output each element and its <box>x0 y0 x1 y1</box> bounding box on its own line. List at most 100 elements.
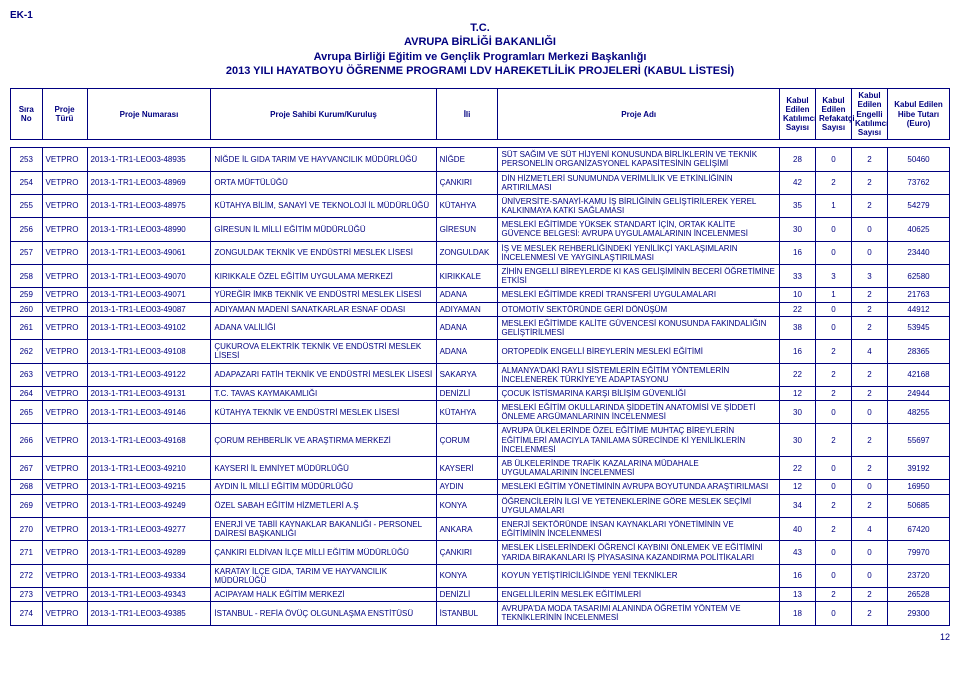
table-cell: 0 <box>851 541 887 564</box>
table-cell: 272 <box>11 564 43 587</box>
table-cell: KONYA <box>436 564 498 587</box>
table-cell: 0 <box>851 218 887 241</box>
table-cell: 2 <box>851 602 887 625</box>
table-cell: ENERJİ VE TABİİ KAYNAKLAR BAKANLIĞI - PE… <box>211 517 436 540</box>
table-cell: 2 <box>815 171 851 194</box>
table-cell: NİĞDE <box>436 148 498 171</box>
table-cell: 22 <box>779 302 815 316</box>
table-cell: 40 <box>779 517 815 540</box>
table-cell: DİN HİZMETLERİ SUNUMUNDA VERİMLİLİK VE E… <box>498 171 779 194</box>
table-cell: 23720 <box>888 564 950 587</box>
table-cell: 0 <box>851 241 887 264</box>
table-cell: 2013-1-TR1-LEO03-49131 <box>87 386 211 400</box>
table-cell: ZİHİN ENGELLİ BİREYLERDE KI KAS GELİŞİMİ… <box>498 265 779 288</box>
table-cell: 2 <box>851 148 887 171</box>
table-row: 258VETPRO2013-1-TR1-LEO03-49070KIRIKKALE… <box>11 265 950 288</box>
table-cell: 0 <box>851 401 887 424</box>
table-cell: 28365 <box>888 340 950 363</box>
table-cell: 0 <box>815 218 851 241</box>
table-cell: 12 <box>779 480 815 494</box>
table-cell: 2 <box>851 194 887 217</box>
table-cell: 44912 <box>888 302 950 316</box>
table-cell: 2013-1-TR1-LEO03-49108 <box>87 340 211 363</box>
table-cell: ADANA <box>436 340 498 363</box>
table-cell: 62580 <box>888 265 950 288</box>
table-cell: 42168 <box>888 363 950 386</box>
table-cell: VETPRO <box>42 564 87 587</box>
table-cell: 28 <box>779 148 815 171</box>
table-cell: OTOMOTİV SEKTÖRÜNDE GERİ DÖNÜŞÜM <box>498 302 779 316</box>
table-cell: GİRESUN İL MİLLİ EĞİTİM MÜDÜRLÜĞÜ <box>211 218 436 241</box>
table-cell: 48255 <box>888 401 950 424</box>
table-row: 269VETPRO2013-1-TR1-LEO03-49249ÖZEL SABA… <box>11 494 950 517</box>
table-row: 266VETPRO2013-1-TR1-LEO03-49168ÇORUM REH… <box>11 424 950 457</box>
table-cell: VETPRO <box>42 517 87 540</box>
table-row: 257VETPRO2013-1-TR1-LEO03-49061ZONGULDAK… <box>11 241 950 264</box>
table-cell: 253 <box>11 148 43 171</box>
table-cell: VETPRO <box>42 363 87 386</box>
table-row: 261VETPRO2013-1-TR1-LEO03-49102ADANA VAL… <box>11 316 950 339</box>
table-cell: 2013-1-TR1-LEO03-49087 <box>87 302 211 316</box>
table-row: 262VETPRO2013-1-TR1-LEO03-49108ÇUKUROVA … <box>11 340 950 363</box>
table-cell: 0 <box>815 602 851 625</box>
table-cell: 0 <box>815 564 851 587</box>
table-cell: 34 <box>779 494 815 517</box>
table-cell: ADIYAMAN <box>436 302 498 316</box>
table-cell: AYDIN İL MİLLİ EĞİTİM MÜDÜRLÜĞÜ <box>211 480 436 494</box>
table-cell: YÜREĞİR İMKB TEKNİK VE ENDÜSTRİ MESLEK L… <box>211 288 436 302</box>
col-proje-turu: Proje Türü <box>42 89 87 140</box>
table-cell: 2 <box>851 588 887 602</box>
table-cell: ÖZEL SABAH EĞİTİM HİZMETLERİ A.Ş <box>211 494 436 517</box>
table-cell: 2 <box>851 171 887 194</box>
table-cell: ADAPAZARI FATİH TEKNİK VE ENDÜSTRİ MESLE… <box>211 363 436 386</box>
header-line2: AVRUPA BİRLİĞİ BAKANLIĞI <box>10 35 950 49</box>
table-cell: 0 <box>815 148 851 171</box>
table-cell: 2 <box>851 386 887 400</box>
table-cell: VETPRO <box>42 386 87 400</box>
table-cell: 2013-1-TR1-LEO03-49122 <box>87 363 211 386</box>
table-cell: 30 <box>779 218 815 241</box>
table-cell: KOYUN YETİŞTİRİCİLİĞİNDE YENİ TEKNİKLER <box>498 564 779 587</box>
table-cell: 29300 <box>888 602 950 625</box>
table-row: 263VETPRO2013-1-TR1-LEO03-49122ADAPAZARI… <box>11 363 950 386</box>
table-cell: 2 <box>851 302 887 316</box>
table-cell: 4 <box>851 340 887 363</box>
table-cell: DENİZLİ <box>436 588 498 602</box>
table-cell: 24944 <box>888 386 950 400</box>
table-cell: 0 <box>815 302 851 316</box>
table-cell: 254 <box>11 171 43 194</box>
table-cell: 4 <box>851 517 887 540</box>
table-cell: İSTANBUL - REFİA ÖVÜÇ OLGUNLAŞMA ENSTİTÜ… <box>211 602 436 625</box>
table-cell: 26528 <box>888 588 950 602</box>
col-katilimci: Kabul Edilen Katılımcı Sayısı <box>779 89 815 140</box>
table-cell: AB ÜLKELERİNDE TRAFİK KAZALARINA MÜDAHAL… <box>498 457 779 480</box>
table-cell: ÇUKUROVA ELEKTRİK TEKNİK VE ENDÜSTRİ MES… <box>211 340 436 363</box>
table-cell: VETPRO <box>42 541 87 564</box>
table-cell: 3 <box>851 265 887 288</box>
table-cell: ÜNİVERSİTE-SANAYİ-KAMU İŞ BİRLİĞİNİN GEL… <box>498 194 779 217</box>
table-cell: 2013-1-TR1-LEO03-49249 <box>87 494 211 517</box>
table-cell: ÇORUM REHBERLİK VE ARAŞTIRMA MERKEZİ <box>211 424 436 457</box>
table-cell: 50685 <box>888 494 950 517</box>
table-cell: 16 <box>779 340 815 363</box>
table-cell: T.C. TAVAS KAYMAKAMLIĞI <box>211 386 436 400</box>
table-cell: 2013-1-TR1-LEO03-49102 <box>87 316 211 339</box>
table-cell: 2013-1-TR1-LEO03-49070 <box>87 265 211 288</box>
table-cell: ANKARA <box>436 517 498 540</box>
table-cell: 0 <box>815 541 851 564</box>
table-cell: 0 <box>815 401 851 424</box>
table-cell: MESLEKİ EĞİTİMDE YÜKSEK STANDART İÇİN, O… <box>498 218 779 241</box>
table-cell: 273 <box>11 588 43 602</box>
table-cell: ACIPAYAM HALK EĞİTİM MERKEZİ <box>211 588 436 602</box>
table-cell: 13 <box>779 588 815 602</box>
col-refakatci: Kabul Edilen Refakatçi Sayısı <box>815 89 851 140</box>
table-cell: KÜTAHYA TEKNİK VE ENDÜSTRİ MESLEK LİSESİ <box>211 401 436 424</box>
table-cell: 2 <box>851 494 887 517</box>
table-cell: 2 <box>815 363 851 386</box>
table-row: 274VETPRO2013-1-TR1-LEO03-49385İSTANBUL … <box>11 602 950 625</box>
table-cell: 258 <box>11 265 43 288</box>
table-cell: 30 <box>779 424 815 457</box>
table-cell: 2013-1-TR1-LEO03-48975 <box>87 194 211 217</box>
table-cell: 53945 <box>888 316 950 339</box>
table-cell: SAKARYA <box>436 363 498 386</box>
